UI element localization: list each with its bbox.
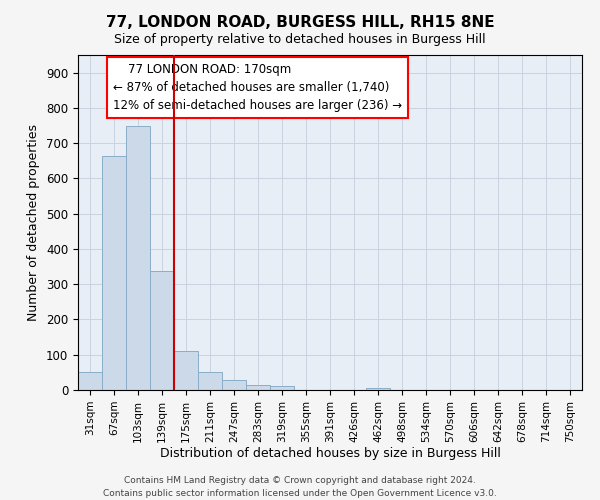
Bar [270,386,294,390]
Y-axis label: Number of detached properties: Number of detached properties [28,124,40,321]
Text: Size of property relative to detached houses in Burgess Hill: Size of property relative to detached ho… [114,32,486,46]
Bar [222,380,246,390]
Bar [198,372,222,390]
Bar [126,126,150,390]
Bar [246,384,270,390]
Bar [78,372,102,390]
Text: 77, LONDON ROAD, BURGESS HILL, RH15 8NE: 77, LONDON ROAD, BURGESS HILL, RH15 8NE [106,15,494,30]
Bar [174,351,198,390]
Bar [366,388,390,390]
Text: 77 LONDON ROAD: 170sqm
← 87% of detached houses are smaller (1,740)
12% of semi-: 77 LONDON ROAD: 170sqm ← 87% of detached… [113,64,403,112]
Text: Contains HM Land Registry data © Crown copyright and database right 2024.
Contai: Contains HM Land Registry data © Crown c… [103,476,497,498]
Bar [102,156,126,390]
Bar [150,271,174,390]
X-axis label: Distribution of detached houses by size in Burgess Hill: Distribution of detached houses by size … [160,448,500,460]
